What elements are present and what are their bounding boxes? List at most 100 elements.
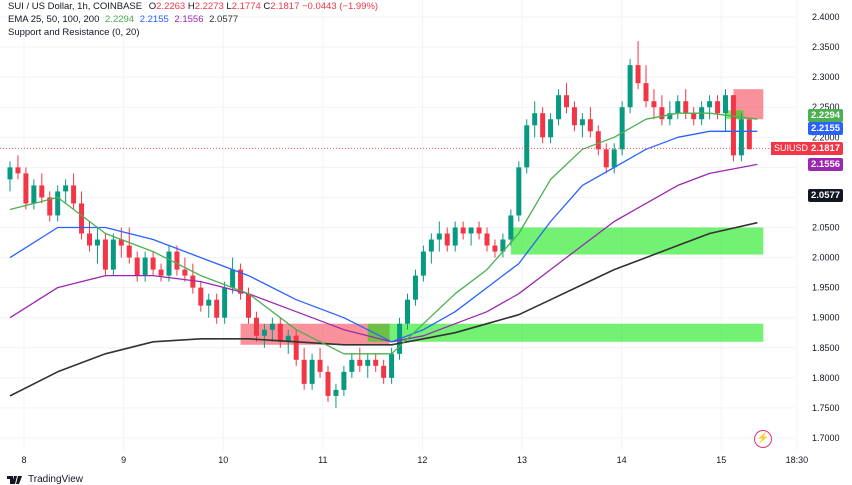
time-tick-label: 18:30 <box>786 455 809 465</box>
brand-logo[interactable]: TradingView <box>6 474 83 485</box>
candle-body <box>611 149 617 168</box>
candle-body <box>707 101 713 108</box>
candle-body <box>261 329 267 336</box>
time-axis[interactable]: 8 9 10 11 12 13 14 15 18:30 <box>21 455 808 465</box>
candle-body <box>47 197 53 216</box>
price-tick-label: 2.4000 <box>812 12 840 22</box>
ema-legend-row[interactable]: EMA 25, 50, 100, 200 2.2294 2.2155 2.155… <box>8 13 378 26</box>
candle-body <box>738 119 744 156</box>
time-tick-label: 14 <box>617 455 627 465</box>
candle-body <box>540 113 546 138</box>
high-label: H <box>187 1 195 12</box>
candle-body <box>532 113 538 126</box>
candle-body <box>126 245 132 258</box>
time-tick-label: 12 <box>417 455 427 465</box>
last-price-tag: 2.1817 <box>808 142 844 155</box>
candle-body <box>349 359 355 372</box>
time-tick-label: 10 <box>218 455 228 465</box>
candle-body <box>317 359 323 372</box>
sr-zones <box>240 89 764 345</box>
candle-body <box>246 293 251 318</box>
brand-name: TradingView <box>28 474 84 485</box>
sr-label: Support and Resistance (0, 20) <box>8 27 140 38</box>
candle-body <box>238 269 244 294</box>
ema25-line <box>9 112 758 355</box>
price-tick-label: 1.9000 <box>812 313 840 323</box>
candle-body <box>166 251 172 276</box>
time-tick-label: 15 <box>716 455 726 465</box>
candle-body <box>412 275 418 300</box>
candle-body <box>134 257 140 276</box>
ema100-value: 2.1556 <box>174 14 204 25</box>
candle-body <box>746 119 752 150</box>
candle-body <box>341 371 347 390</box>
candle-body <box>723 95 728 114</box>
support-zone <box>510 227 764 255</box>
candle-body <box>198 287 204 306</box>
candlesticks <box>7 41 752 408</box>
ema50-line <box>9 130 758 343</box>
price-tick-label: 2.2000 <box>812 132 840 142</box>
candle-body <box>643 83 649 102</box>
candle-body <box>31 185 37 204</box>
candle-body <box>564 95 569 108</box>
candle-body <box>373 359 379 366</box>
candle-body <box>468 227 474 234</box>
price-tick-label: 1.7500 <box>812 403 840 413</box>
close-value: 2.1817 <box>270 1 300 12</box>
ema200-value: 2.0577 <box>209 14 239 25</box>
candle-body <box>548 119 554 138</box>
price-tick-label: 2.0000 <box>812 253 840 263</box>
ema25-price-tag: 2.2294 <box>808 109 844 122</box>
candle-body <box>428 239 434 252</box>
candle-body <box>667 113 673 120</box>
price-tick-label: 2.3000 <box>812 72 840 82</box>
chart-legend: SUI / US Dollar, 1h, COINBASE O2.2263 H2… <box>8 0 378 39</box>
lightning-icon[interactable]: ⚡ <box>754 430 772 448</box>
candle-body <box>102 239 108 270</box>
tradingview-logo-icon <box>7 476 22 484</box>
price-tick-label: 2.2500 <box>812 102 840 112</box>
close-label: C <box>263 1 271 12</box>
candle-body <box>94 239 100 246</box>
low-value: 2.1774 <box>231 1 261 12</box>
change-value: −0.0443 (−1.99%) <box>302 1 379 12</box>
candle-body <box>333 389 339 396</box>
candle-body <box>182 269 188 276</box>
candle-body <box>476 227 482 234</box>
candle-body <box>603 149 609 168</box>
candle-body <box>253 317 259 336</box>
candle-body <box>55 191 61 216</box>
candle-body <box>651 101 657 108</box>
support-zone <box>367 323 764 342</box>
candle-body <box>39 185 45 198</box>
candle-body <box>110 239 116 270</box>
candle-body <box>190 275 196 288</box>
price-tick-label: 2.3500 <box>812 42 840 52</box>
candle-body <box>269 323 275 330</box>
candle-body <box>150 257 156 270</box>
candle-body <box>715 101 721 114</box>
ema200-line <box>9 221 758 397</box>
candle-body <box>420 251 426 276</box>
chart-grid <box>0 0 798 450</box>
sr-legend-row[interactable]: Support and Resistance (0, 20) <box>8 26 378 39</box>
candle-body <box>556 95 562 120</box>
ema-lines <box>9 112 758 397</box>
candle-body <box>571 107 577 126</box>
candle-body <box>659 107 665 120</box>
price-tick-label: 1.8500 <box>812 343 840 353</box>
price-axis[interactable]: 2.40002.35002.30002.25002.20002.15002.10… <box>812 12 840 443</box>
candle-body <box>675 101 681 114</box>
candle-body <box>142 257 148 276</box>
candle-body <box>405 299 410 324</box>
candle-body <box>389 353 395 378</box>
open-label: O <box>148 1 157 12</box>
candle-body <box>627 65 633 108</box>
candle-body <box>309 359 315 384</box>
candle-body <box>683 101 689 114</box>
candle-body <box>15 167 21 174</box>
price-tick-label: 1.8000 <box>812 373 840 383</box>
candle-body <box>635 65 641 84</box>
